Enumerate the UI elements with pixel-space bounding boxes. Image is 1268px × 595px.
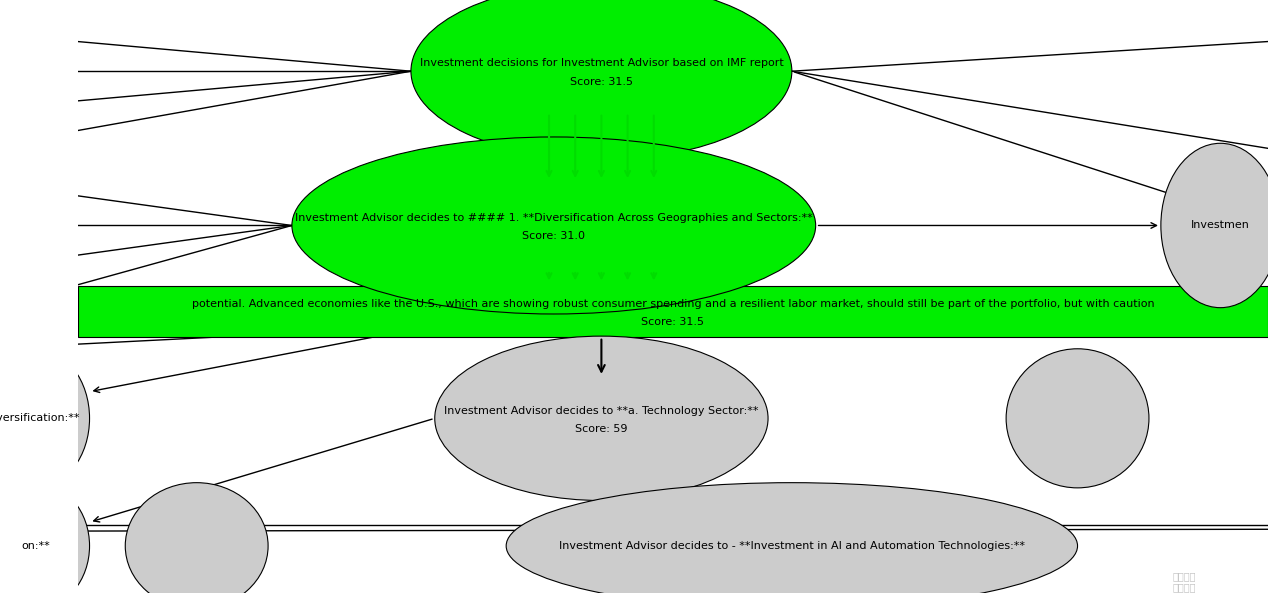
Text: iversification:**: iversification:** — [0, 414, 79, 423]
Ellipse shape — [411, 0, 791, 159]
Text: Score: 59: Score: 59 — [576, 424, 628, 434]
Ellipse shape — [0, 483, 90, 595]
Text: Investment Advisor decides to #### 1. **Diversification Across Geographies and S: Investment Advisor decides to #### 1. **… — [295, 213, 813, 223]
Bar — [77, 286, 1268, 337]
Ellipse shape — [435, 336, 768, 500]
Text: Investment Advisor decides to **a. Technology Sector:**: Investment Advisor decides to **a. Techn… — [444, 406, 758, 415]
Ellipse shape — [292, 137, 815, 314]
Text: Investment Advisor decides to - **Investment in AI and Automation Technologies:*: Investment Advisor decides to - **Invest… — [559, 541, 1025, 551]
Text: Investment decisions for Investment Advisor based on IMF report: Investment decisions for Investment Advi… — [420, 58, 784, 68]
Text: Score: 31.0: Score: 31.0 — [522, 231, 586, 241]
Text: Investmen: Investmen — [1191, 221, 1250, 230]
Text: 智砖探索
自由探索: 智砖探索 自由探索 — [1173, 571, 1197, 592]
Ellipse shape — [1006, 349, 1149, 488]
Text: potential. Advanced economies like the U.S., which are showing robust consumer s: potential. Advanced economies like the U… — [191, 299, 1154, 309]
Ellipse shape — [126, 483, 268, 595]
Text: Score: 31.5: Score: 31.5 — [642, 317, 704, 327]
Text: Score: 31.5: Score: 31.5 — [569, 77, 633, 87]
Text: on:**: on:** — [22, 541, 51, 551]
Ellipse shape — [1161, 143, 1268, 308]
Ellipse shape — [506, 483, 1078, 595]
Ellipse shape — [0, 349, 90, 488]
